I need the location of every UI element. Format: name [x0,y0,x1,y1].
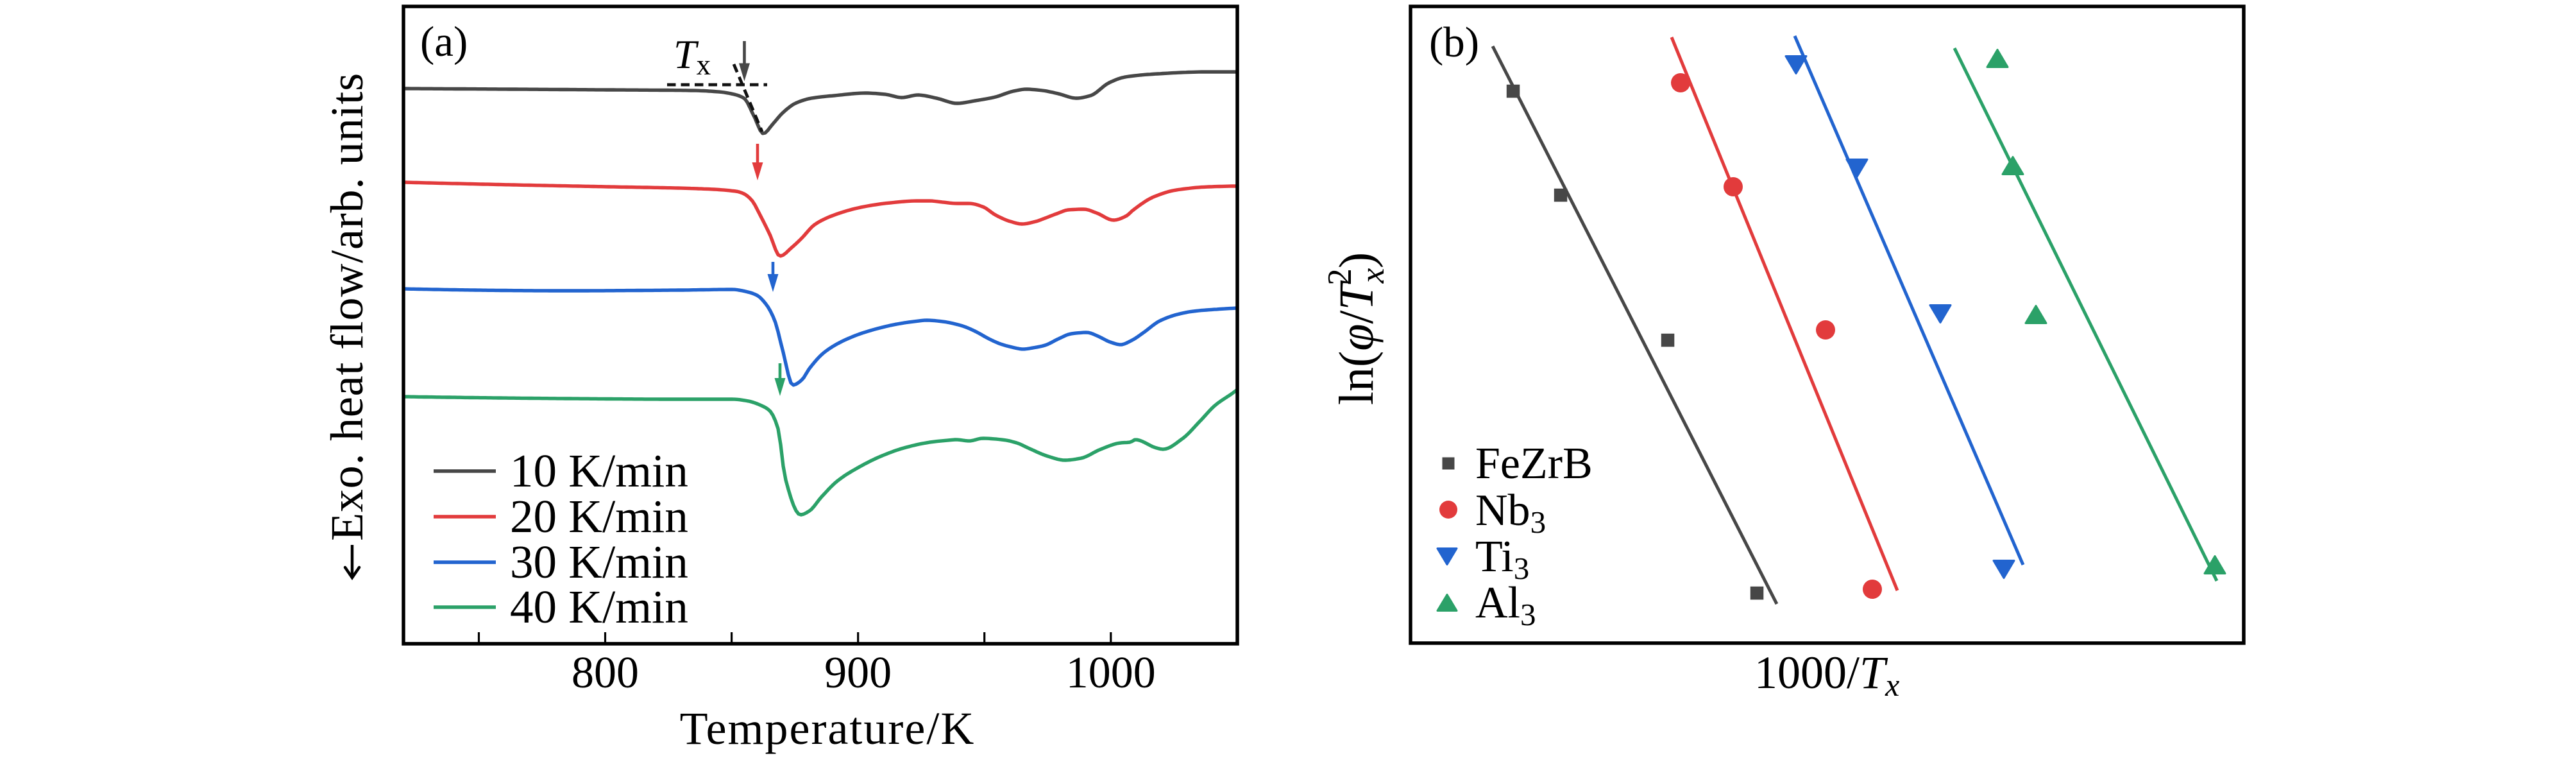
svg-text:FeZrB: FeZrB [1475,439,1593,488]
svg-text:900: 900 [824,648,892,698]
svg-text:10 K/min: 10 K/min [510,445,688,497]
svg-text:(b): (b) [1429,19,1479,66]
svg-text:20 K/min: 20 K/min [510,490,688,542]
svg-text:ln(φ/Tx2): ln(φ/Tx2) [1321,252,1391,405]
svg-text:Exo. heat flow/arb. units: Exo. heat flow/arb. units [321,73,373,541]
svg-text:(a): (a) [420,18,468,65]
svg-text:1000: 1000 [1066,648,1156,698]
svg-text:40 K/min: 40 K/min [510,581,688,633]
svg-text:30 K/min: 30 K/min [510,536,688,588]
svg-text:800: 800 [572,648,639,698]
svg-text:Temperature/K: Temperature/K [680,703,976,754]
svg-text:1000/Tx: 1000/Tx [1754,647,1899,703]
